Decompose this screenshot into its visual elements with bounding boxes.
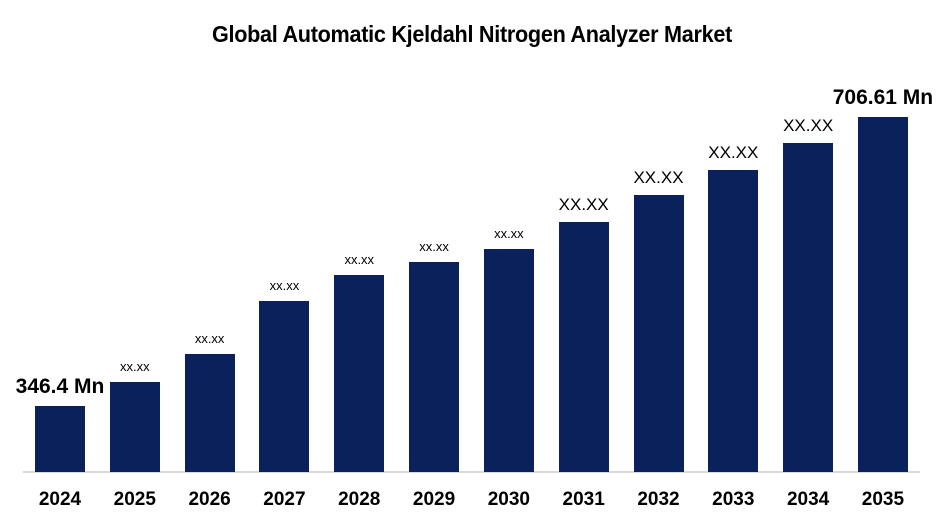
x-axis-line	[23, 471, 920, 473]
x-axis-label-2025: 2025	[113, 489, 156, 510]
bar-group-2026: xx.xx 2026	[184, 72, 235, 510]
chart-title: Global Automatic Kjeldahl Nitrogen Analy…	[211, 21, 733, 47]
x-axis-label-2027: 2027	[263, 489, 306, 510]
bar-group-2031: XX.XX 2031	[558, 72, 609, 510]
value-label-2035: 706.61 Mn	[832, 86, 934, 109]
value-label-2034: XX.XX	[783, 116, 834, 135]
value-label-2032: XX.XX	[633, 168, 684, 187]
bars-container: 346.4 Mn 2024 xx.xx 2025 xx.xx 2026 xx.xx 2027 x…	[16, 72, 933, 510]
bar-group-2032: XX.XX 2032	[633, 72, 684, 510]
value-label-2030: xx.xx	[494, 226, 524, 241]
value-label-2025: xx.xx	[120, 359, 150, 374]
value-label-2028: xx.xx	[344, 252, 375, 267]
bar-group-2027: xx.xx 2027	[259, 72, 310, 510]
bar-2031	[558, 222, 609, 472]
bar-2029	[409, 262, 460, 472]
x-axis-label-2035: 2035	[861, 489, 905, 510]
value-label-2024: 346.4 Mn	[15, 375, 105, 398]
bar-2035	[857, 117, 908, 472]
bar-group-2035: 706.61 Mn 2035	[833, 72, 933, 510]
bar-group-2028: xx.xx 2028	[334, 72, 385, 510]
bar-2033	[708, 170, 759, 472]
bar-group-2030: xx.xx 2030	[483, 72, 534, 510]
value-label-2031: XX.XX	[558, 195, 609, 214]
bar-2032	[633, 195, 684, 472]
bar-2034	[783, 143, 834, 472]
x-axis-label-2030: 2030	[487, 489, 531, 510]
x-axis-label-2031: 2031	[562, 489, 605, 510]
value-label-2029: xx.xx	[419, 239, 449, 254]
x-axis-label-2033: 2033	[712, 489, 755, 510]
value-label-2033: XX.XX	[708, 143, 759, 162]
x-axis-label-2029: 2029	[412, 489, 456, 510]
x-axis-label-2024: 2024	[38, 489, 82, 510]
x-axis-label-2034: 2034	[786, 489, 830, 510]
x-axis-label-2026: 2026	[188, 489, 231, 510]
bar-2030	[483, 249, 534, 472]
bar-2025	[109, 382, 160, 472]
bar-2028	[334, 275, 385, 472]
bar-group-2034: XX.XX 2034	[783, 72, 834, 510]
bar-2026	[184, 354, 235, 472]
bar-group-2029: xx.xx 2029	[409, 72, 460, 510]
value-label-2027: xx.xx	[269, 278, 300, 293]
bar-2024	[35, 406, 85, 472]
value-label-2026: xx.xx	[194, 331, 225, 346]
x-axis-label-2032: 2032	[637, 489, 680, 510]
bar-group-2033: XX.XX 2033	[708, 72, 759, 510]
x-axis-label-2028: 2028	[338, 489, 381, 510]
bar-group-2025: xx.xx 2025	[109, 72, 160, 510]
bar-2027	[259, 301, 310, 472]
bar-group-2024: 346.4 Mn 2024	[16, 72, 105, 510]
